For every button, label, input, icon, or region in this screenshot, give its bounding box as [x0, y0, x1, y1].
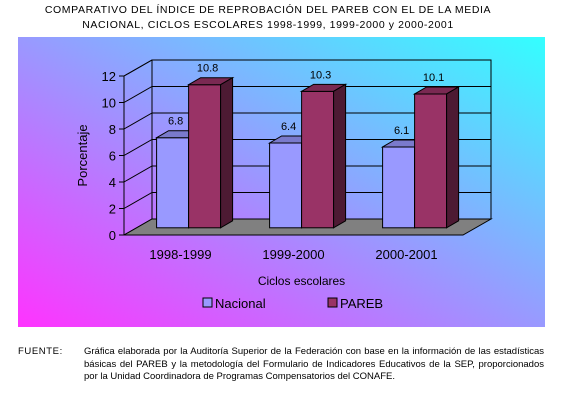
legend-swatch: [327, 297, 338, 308]
bar-side: [446, 86, 460, 229]
x-tick-label: 1999-2000: [262, 247, 324, 262]
gridline: [123, 112, 491, 130]
y-tick-label: 6: [109, 149, 116, 164]
bar-front: [414, 93, 448, 229]
bar-front: [301, 90, 335, 229]
data-label: 6.4: [281, 121, 296, 133]
x-axis-label: Ciclos escolares: [258, 274, 345, 288]
chart-area: 0 2 4 6 8 10 12 Porcentaje 6.8 10.8 1998-1999 6.4 1…: [18, 37, 545, 327]
data-label: 10.3: [310, 69, 331, 81]
y-tick-label: 4: [109, 175, 116, 190]
x-tick-label: 1998-1999: [149, 247, 211, 262]
legend-label: Nacional: [215, 296, 266, 311]
y-tick-label: 12: [102, 69, 116, 84]
gridline: [123, 139, 491, 156]
bar-front: [382, 146, 416, 229]
source-label: FUENTE:: [18, 346, 63, 357]
bar-chart: 0 2 4 6 8 10 12 Porcentaje 6.8 10.8 1998-1999 6.4 1…: [18, 37, 545, 327]
bar-front: [269, 142, 303, 229]
gridline: [123, 165, 491, 183]
chart-title: COMPARATIVO DEL ÍNDICE DE REPROBACIÓN DE…: [18, 3, 518, 33]
y-tick-label: 10: [102, 96, 116, 111]
data-label: 6.1: [394, 125, 409, 137]
gridline: [123, 86, 491, 103]
bar-pareb: [412, 86, 461, 229]
legend-item-pareb: PAREB: [327, 296, 383, 311]
y-tick-label: 2: [109, 202, 116, 217]
legend-swatch: [202, 297, 213, 308]
data-label: 10.1: [423, 72, 444, 84]
bar-front: [156, 137, 190, 229]
bar-pareb: [299, 83, 348, 229]
data-label: 6.8: [168, 116, 183, 128]
chart-title-line2: NACIONAL, CICLOS ESCOLARES 1998-1999, 19…: [82, 19, 454, 31]
gridline: [123, 192, 491, 209]
legend-item-nacional: Nacional: [202, 296, 266, 311]
y-axis-label: Porcentaje: [75, 124, 90, 186]
bar-pareb: [186, 76, 235, 229]
bar-side: [333, 83, 347, 229]
data-label: 10.8: [197, 63, 218, 75]
bar-front: [188, 84, 222, 229]
y-tick-label: 8: [109, 122, 116, 137]
chart-title-line1: COMPARATIVO DEL ÍNDICE DE REPROBACIÓN DE…: [44, 4, 492, 16]
legend-label: PAREB: [340, 296, 383, 311]
x-tick-label: 2000-2001: [375, 247, 437, 262]
gridline: [123, 59, 491, 77]
y-tick-label: 0: [109, 228, 116, 243]
bar-side: [220, 76, 234, 229]
source-text: Gráfica elaborada por la Auditoría Super…: [84, 346, 544, 382]
